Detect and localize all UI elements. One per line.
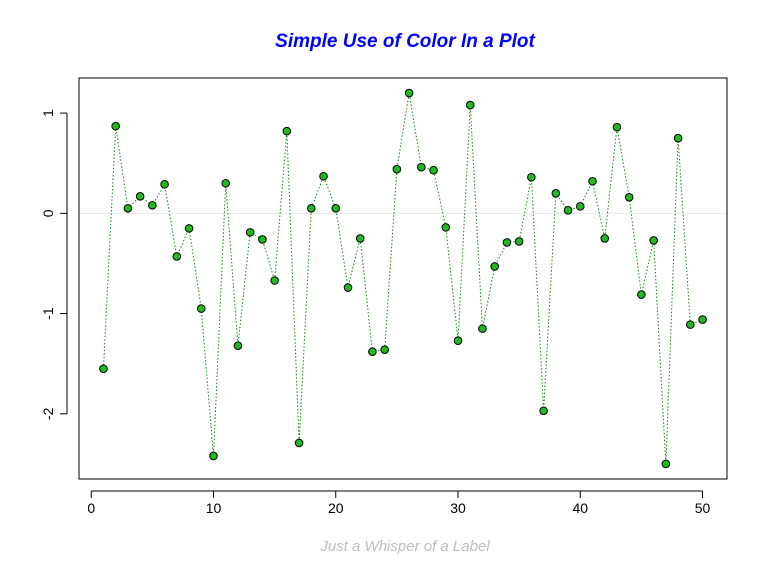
data-point — [527, 172, 536, 182]
data-point — [172, 252, 182, 261]
x-tick-label: 20 — [328, 500, 344, 516]
series-line — [102, 92, 703, 464]
data-point — [661, 459, 671, 469]
data-point — [184, 224, 194, 233]
data-point — [563, 206, 573, 215]
data-point — [148, 201, 157, 210]
data-point — [502, 238, 512, 247]
data-point — [221, 178, 231, 188]
chart-title: Simple Use of Color In a Plot — [275, 31, 535, 52]
data-point — [698, 315, 707, 324]
data-point — [380, 345, 389, 354]
data-point — [490, 262, 499, 271]
y-tick-label: -2 — [40, 407, 56, 420]
data-point — [478, 324, 487, 333]
data-point — [600, 234, 610, 243]
data-point — [429, 165, 438, 175]
data-point — [514, 237, 524, 246]
plot-area: 0 10 20 30 40 50 -2 -1 0 1 — [40, 77, 728, 516]
data-point — [539, 406, 548, 416]
data-point — [551, 188, 561, 198]
x-axis-label: Just a Whisper of a Label — [319, 538, 490, 555]
data-point — [160, 179, 169, 189]
data-point — [209, 451, 218, 461]
data-point — [355, 234, 365, 243]
x-tick-label: 30 — [450, 500, 466, 516]
data-point — [441, 223, 451, 232]
data-point — [111, 121, 120, 131]
y-tick-label: 1 — [40, 109, 56, 117]
data-point — [282, 126, 292, 136]
data-point — [649, 236, 658, 245]
data-point — [319, 171, 328, 181]
data-point — [368, 347, 377, 356]
data-point — [465, 100, 475, 110]
data-point — [331, 204, 341, 213]
x-tick-label: 50 — [695, 500, 711, 516]
data-point — [404, 88, 414, 98]
data-point — [123, 204, 133, 213]
data-point — [624, 192, 634, 202]
data-point — [307, 204, 316, 213]
data-point — [233, 341, 243, 350]
data-point — [453, 336, 463, 345]
data-point — [392, 164, 402, 174]
data-point — [575, 202, 585, 211]
data-point — [294, 438, 304, 448]
data-point — [673, 133, 683, 143]
data-point — [343, 283, 353, 292]
data-point — [270, 276, 279, 285]
data-point — [135, 191, 145, 201]
data-point — [258, 235, 267, 244]
plot-frame — [78, 77, 728, 480]
data-point — [245, 228, 255, 237]
data-point — [99, 364, 108, 374]
x-tick-label: 10 — [206, 500, 222, 516]
data-point — [417, 162, 426, 172]
y-tick-label: 0 — [40, 209, 56, 217]
data-point — [196, 304, 206, 313]
y-tick-label: -1 — [40, 307, 56, 320]
x-tick-label: 0 — [87, 500, 95, 516]
x-tick-label: 40 — [572, 500, 588, 516]
data-point — [686, 320, 695, 329]
data-point — [588, 176, 597, 186]
data-point — [637, 290, 646, 299]
data-point — [612, 122, 622, 132]
